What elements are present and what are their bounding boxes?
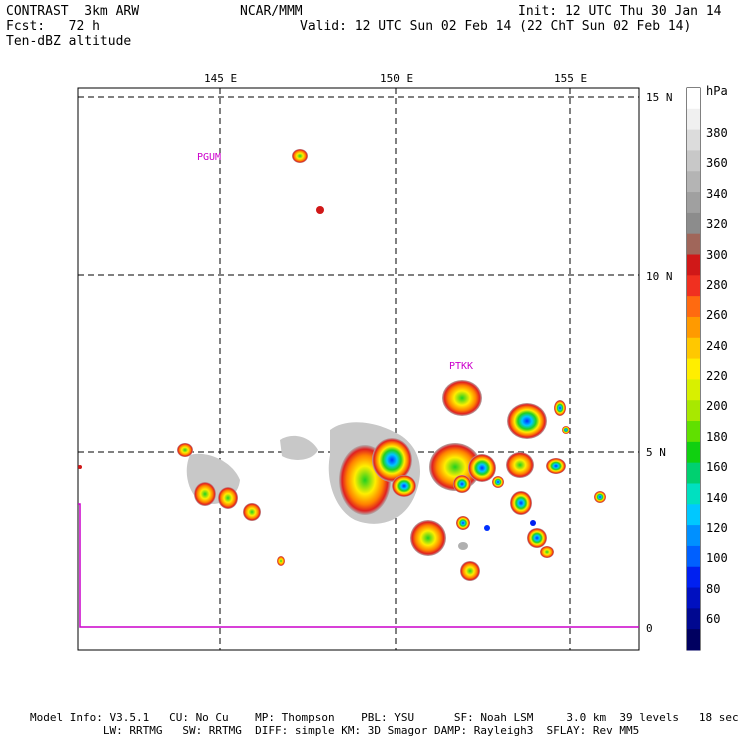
station-label-pgum: PGUM [197, 152, 222, 163]
colorbar-tick-label: 240 [706, 338, 728, 353]
storm-cell [410, 520, 446, 556]
storm-cell [492, 476, 504, 488]
colorbar-swatch [687, 441, 700, 464]
institution: NCAR/MMM [240, 4, 303, 19]
colorbar-swatch [687, 525, 700, 547]
storm-cell [78, 465, 82, 469]
storm-cell [460, 561, 480, 581]
station-label-ptkk: PTKK [449, 361, 474, 372]
storm-cell [316, 206, 324, 214]
storm-cell [546, 458, 566, 474]
colorbar-tick-label: 180 [706, 429, 728, 444]
colorbar-swatch [687, 504, 700, 526]
valid-time: Valid: 12 UTC Sun 02 Feb 14 (22 ChT Sun … [300, 19, 692, 34]
colorbar-swatch [687, 316, 700, 339]
lat-label-15n: 15 N [646, 91, 673, 104]
colorbar-tick-label: 120 [706, 520, 728, 535]
colorbar-swatch [687, 587, 700, 609]
storm-cell [510, 491, 532, 515]
colorbar-swatch [687, 88, 700, 110]
storm-cell [243, 503, 261, 521]
storm-cell [177, 443, 193, 457]
colorbar-swatch [687, 421, 700, 443]
lon-label-145: 145 E [204, 72, 238, 85]
colorbar-swatch [687, 296, 700, 318]
storm-cell [484, 525, 490, 531]
colorbar-tick-label: 100 [706, 551, 728, 566]
colorbar-tick-label: 360 [706, 156, 728, 171]
storm-cell [527, 528, 547, 548]
colorbar-tick-label: 80 [706, 581, 721, 596]
colorbar-tick-label: 220 [706, 369, 728, 383]
storm-cell [530, 520, 536, 526]
colorbar-swatch [687, 192, 700, 214]
colorbar-tick-label: 320 [706, 217, 728, 232]
domain-boundary [78, 503, 639, 628]
colorbar-swatch [687, 233, 700, 256]
colorbar-tick-label: 160 [706, 460, 728, 475]
map-frame [77, 87, 640, 651]
init-time: Init: 12 UTC Thu 30 Jan 14 [518, 4, 722, 19]
storm-cell [372, 438, 412, 482]
colorbar-tick-label: 280 [706, 277, 728, 292]
colorbar-swatch [687, 608, 700, 630]
colorbar-swatch [687, 566, 700, 589]
storm-cell [562, 426, 570, 434]
colorbar-swatch [687, 462, 700, 484]
colorbar-tick-label: 200 [706, 399, 728, 414]
storm-cell [506, 452, 534, 478]
colorbar-tick-label: 260 [706, 308, 728, 323]
lat-label-10n: 10 N [646, 270, 673, 283]
storm-cell [392, 475, 416, 497]
storm-cell [218, 487, 238, 509]
storm-cells [78, 149, 606, 581]
colorbar-swatch [687, 545, 700, 568]
storm-cell [456, 516, 470, 530]
colorbar-swatch [687, 400, 700, 422]
storm-cell [507, 403, 547, 439]
colorbar-swatch [687, 337, 700, 360]
lon-label-155: 155 E [554, 72, 588, 85]
colorbar-tick-label: 300 [706, 247, 728, 262]
colorbar-tick-label: 380 [706, 126, 728, 140]
colorbar-swatches [687, 88, 700, 651]
lat-label-5n: 5 N [646, 446, 666, 459]
storm-cell [453, 475, 471, 493]
field-name: Ten-dBZ altitude [6, 34, 132, 49]
colorbar-swatch [687, 379, 700, 401]
storm-cell [442, 380, 482, 416]
storm-cell [540, 546, 554, 558]
graticule [78, 88, 639, 650]
forecast-hour: Fcst: 72 h [6, 19, 100, 34]
colorbar-swatch [687, 212, 700, 235]
colorbar-tick-label: 60 [706, 612, 721, 626]
colorbar-tick-label: 340 [706, 186, 728, 201]
colorbar-unit: hPa [706, 84, 728, 98]
colorbar-swatch [687, 108, 700, 131]
model-title: CONTRAST 3km ARW [6, 4, 140, 19]
model-info-line1: Model Info: V3.5.1 CU: No Cu MP: Thompso… [30, 711, 739, 724]
colorbar-swatch [687, 150, 700, 172]
storm-cell [292, 149, 308, 163]
lat-label-0: 0 [646, 622, 653, 635]
storm-cell [594, 491, 606, 503]
colorbar-swatch [687, 275, 700, 297]
colorbar-swatch [687, 358, 700, 380]
colorbar-swatch [687, 483, 700, 505]
colorbar-swatch [687, 254, 700, 276]
colorbar-swatch [687, 171, 700, 193]
storm-cell [277, 556, 285, 566]
colorbar-swatch [687, 129, 700, 151]
colorbar-swatch [687, 629, 700, 651]
storm-cell [468, 454, 496, 482]
storm-cell [554, 400, 566, 416]
lon-label-150: 150 E [380, 72, 414, 85]
storm-cell [194, 482, 216, 506]
model-info-line2: LW: RRTMG SW: RRTMG DIFF: simple KM: 3D … [30, 724, 640, 737]
storm-cell [458, 542, 468, 550]
colorbar-tick-label: 140 [706, 490, 728, 505]
